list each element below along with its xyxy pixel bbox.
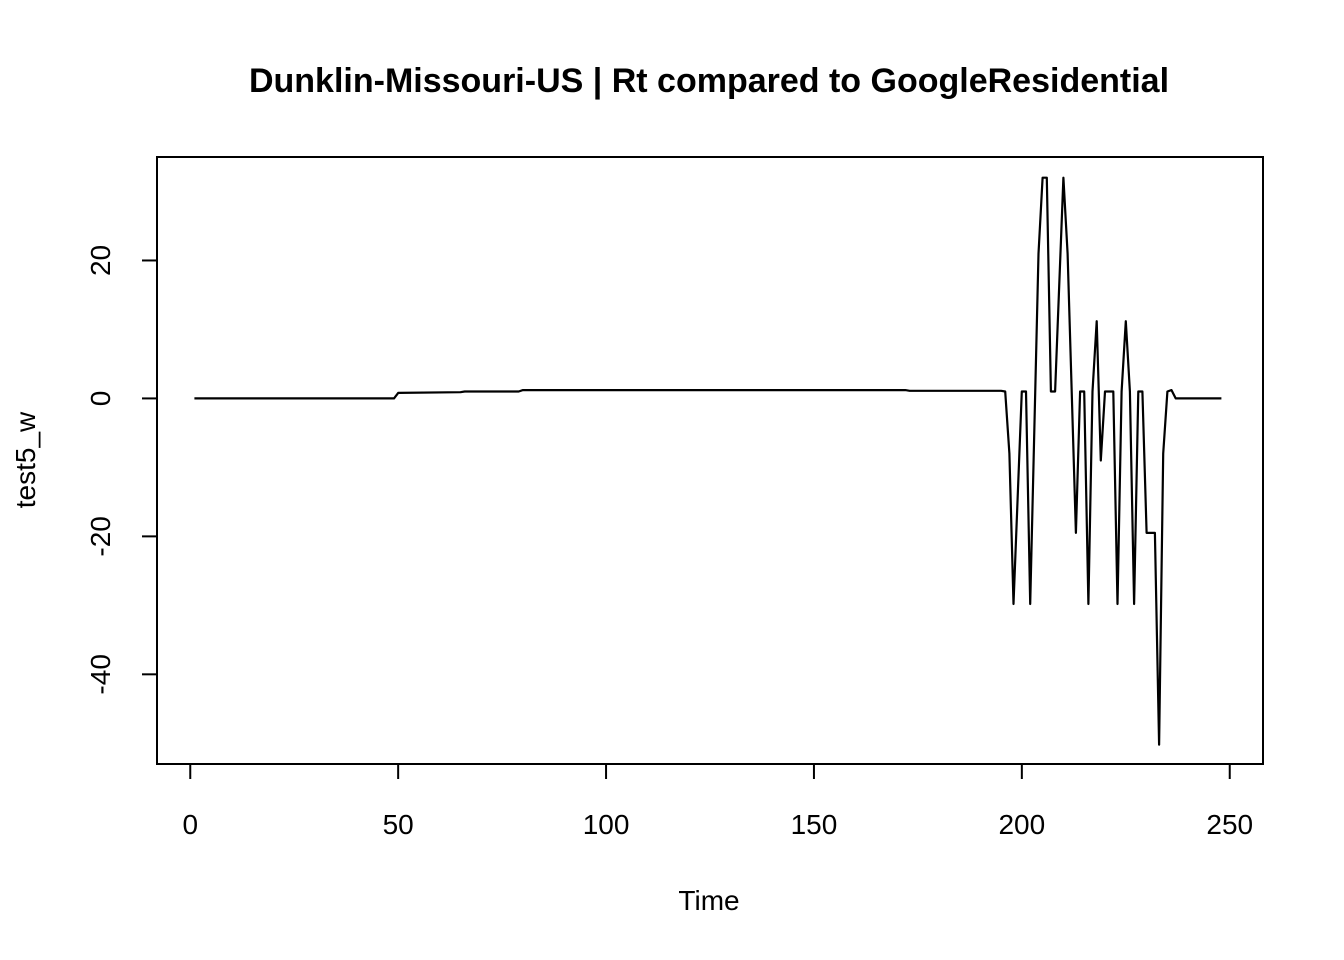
series-line — [194, 176, 1222, 746]
y-tick-label: 20 — [85, 245, 116, 276]
plot-frame — [156, 156, 1264, 765]
x-tick-label: 250 — [1206, 809, 1253, 840]
x-tick-label: 100 — [583, 809, 630, 840]
y-tick-label: -40 — [85, 654, 116, 694]
x-axis-label: Time — [678, 885, 739, 916]
series-layer — [194, 176, 1222, 746]
x-tick-label: 200 — [998, 809, 1045, 840]
x-axis: 0 50 100 150 200 250 — [182, 763, 1253, 840]
x-tick-label: 50 — [383, 809, 414, 840]
chart-title: Dunklin-Missouri-US | Rt compared to Goo… — [249, 62, 1169, 100]
x-tick-label: 150 — [791, 809, 838, 840]
x-tick-label: 0 — [182, 809, 198, 840]
y-tick-label: -20 — [85, 516, 116, 556]
y-axis: -40 -20 0 20 — [85, 245, 158, 695]
y-tick-label: 0 — [85, 391, 116, 407]
y-axis-label: test5_w — [10, 411, 41, 508]
